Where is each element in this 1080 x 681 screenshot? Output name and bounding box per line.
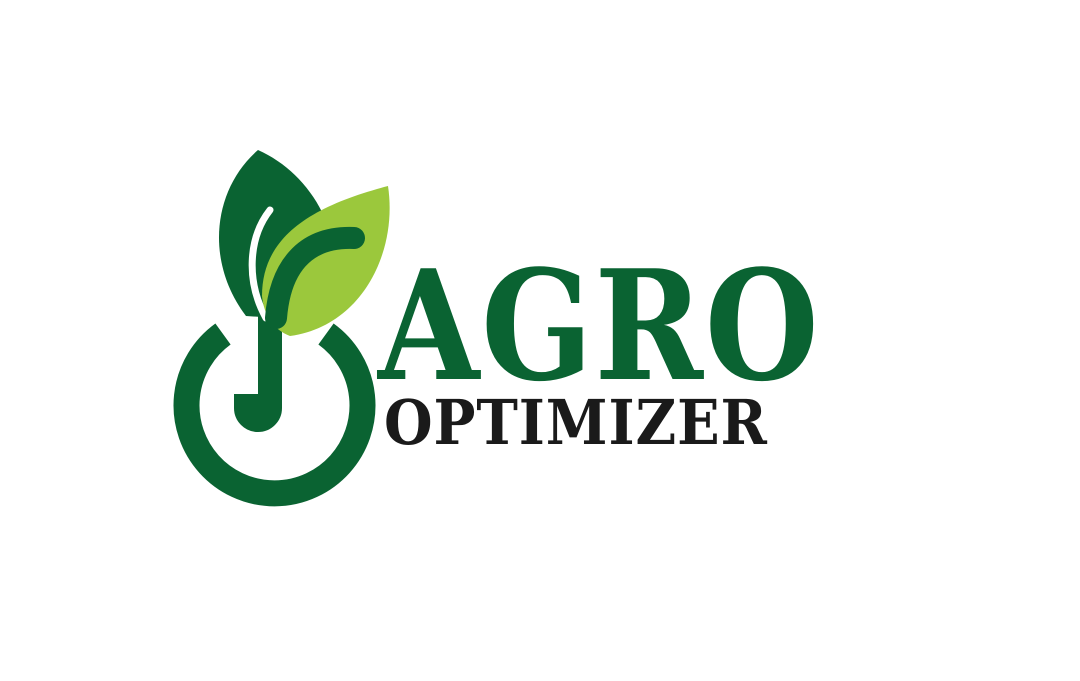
light-leaf [262,186,390,336]
dark-leaf-vein [248,206,274,322]
stem-hook [234,300,282,432]
brand-primary-text: AGRO [378,236,821,415]
outer-ring-arc [173,323,376,507]
light-leaf-curl [265,226,365,329]
brand-secondary-text: OPTIMIZER [384,386,768,459]
